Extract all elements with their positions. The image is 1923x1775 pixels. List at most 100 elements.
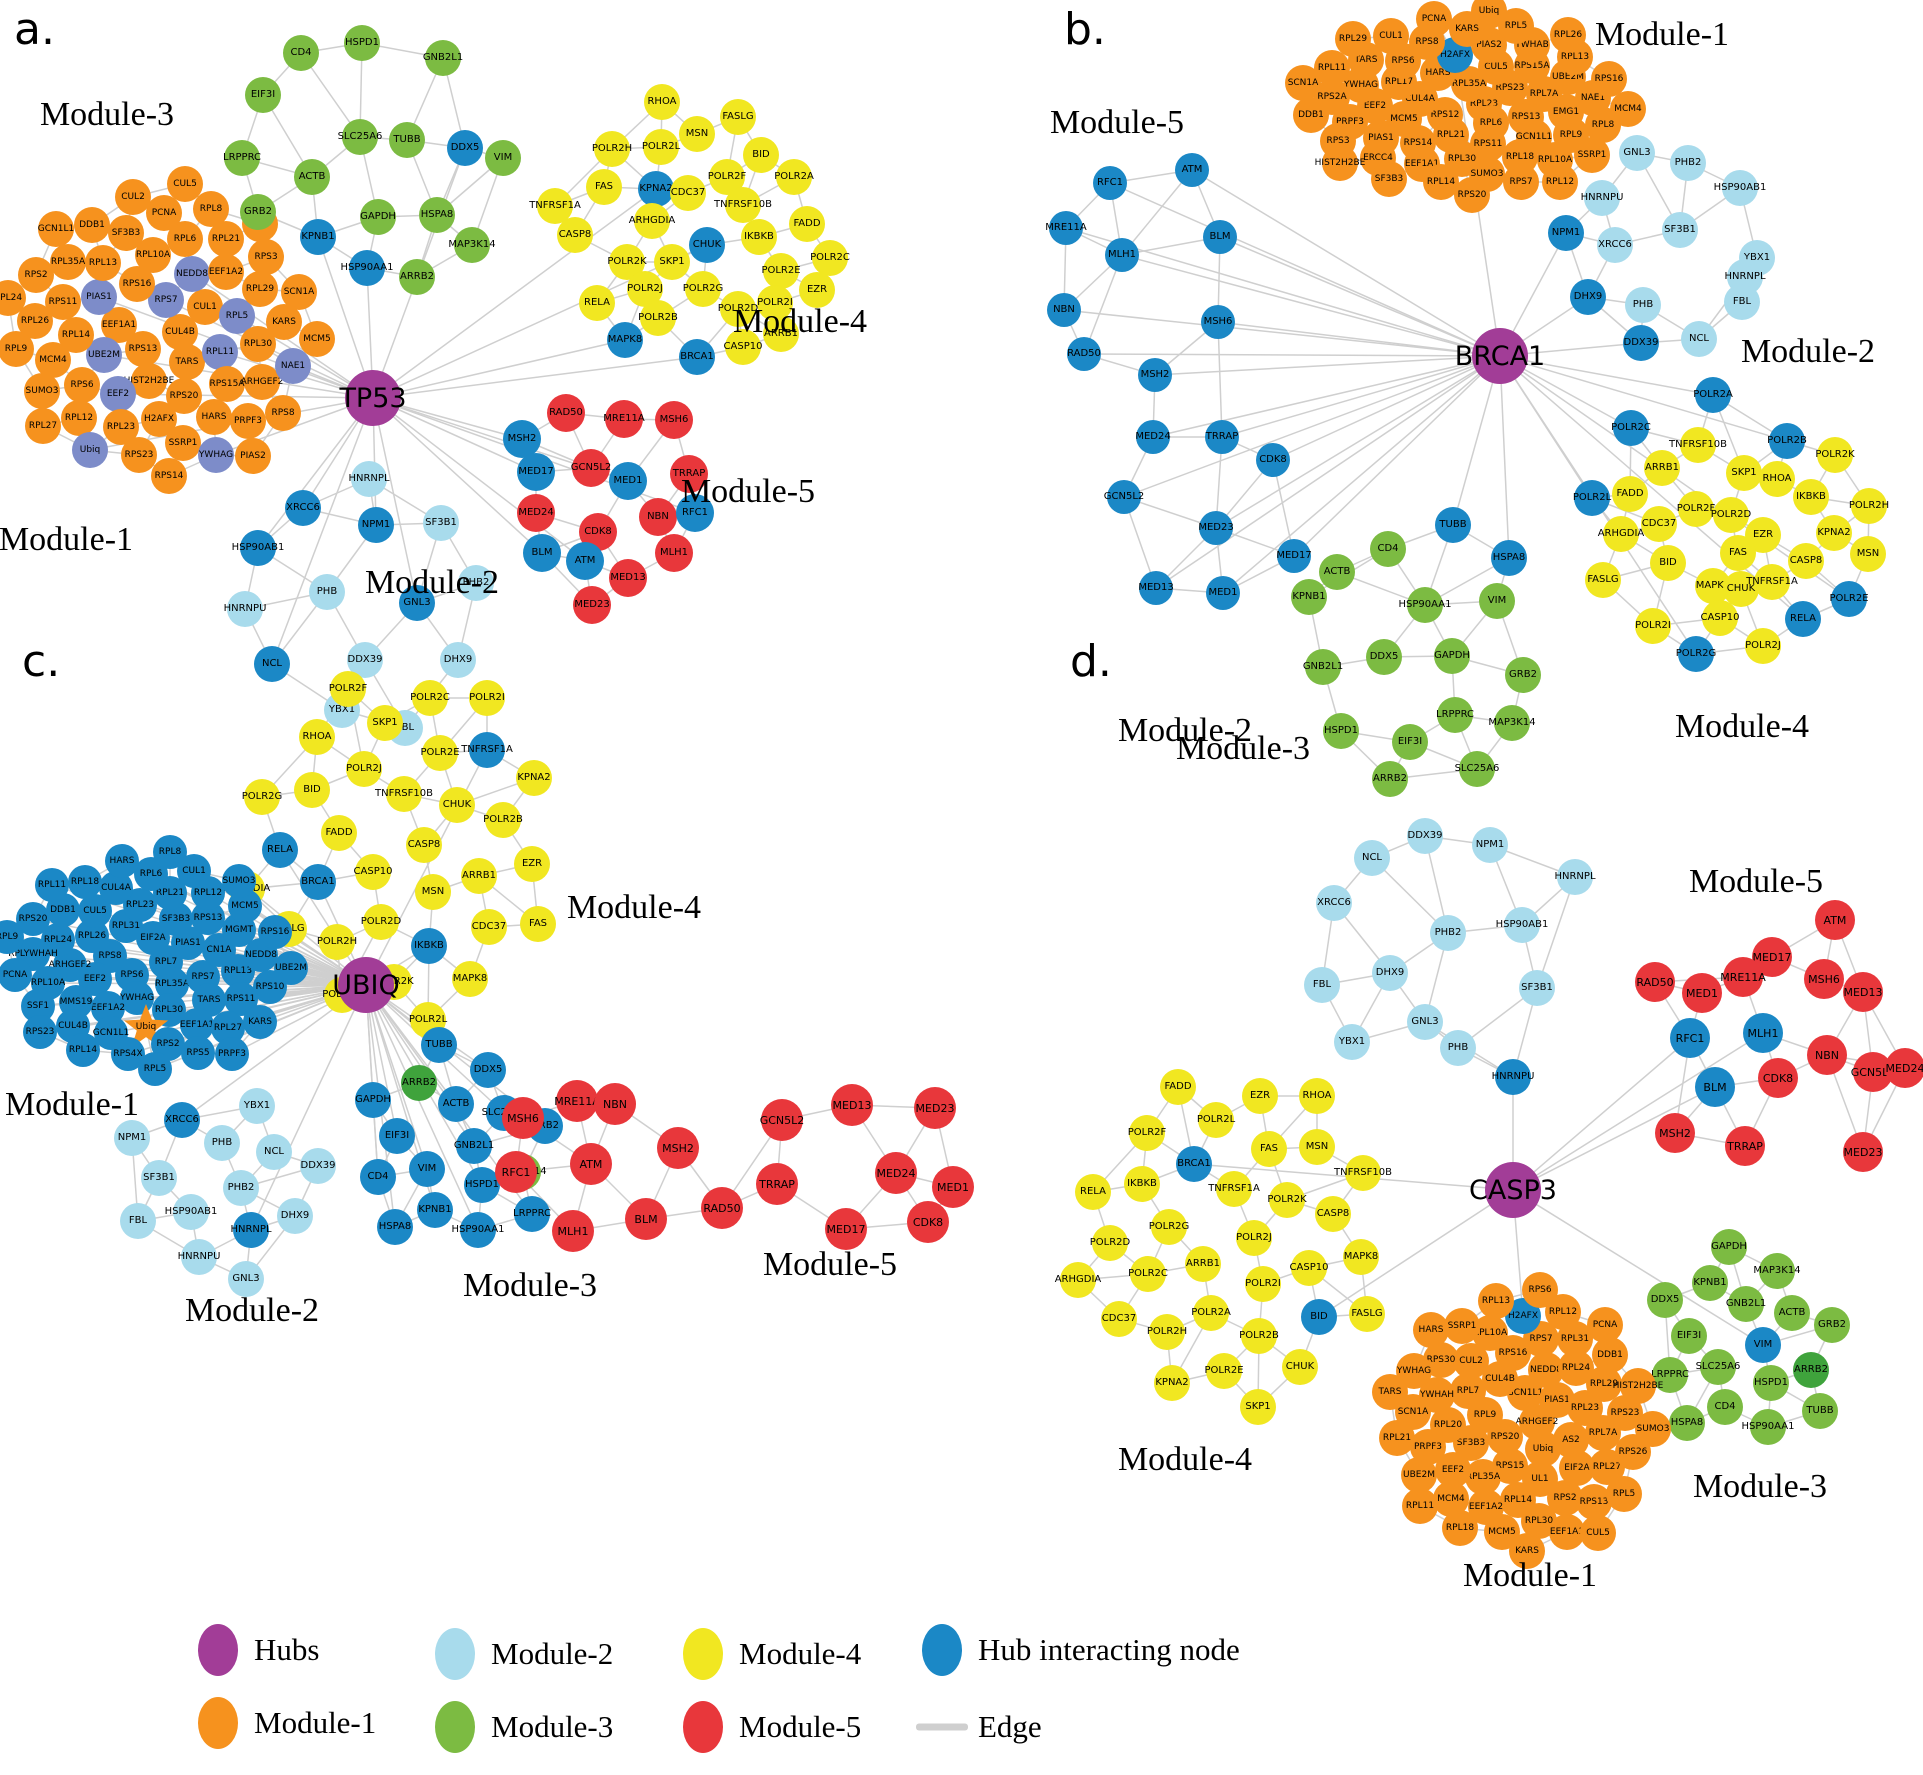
node-gcn5l2[interactable]: GCN5L2 — [571, 449, 611, 487]
node-rfc1[interactable]: RFC1 — [1093, 166, 1127, 200]
node-polr2e[interactable]: POLR2E — [420, 735, 460, 771]
node-hnrnpu[interactable]: HNRNPU — [1581, 180, 1623, 216]
node-polr2i[interactable]: POLR2I — [469, 680, 505, 716]
node-eif3i[interactable]: EIF3I — [1671, 1318, 1707, 1354]
node-hsp90ab1[interactable]: HSP90AB1 — [1496, 907, 1548, 943]
node-bid[interactable]: BID — [1650, 545, 1686, 581]
node-chuk[interactable]: CHUK — [689, 227, 725, 263]
node-dhx9[interactable]: DHX9 — [1372, 955, 1408, 991]
node-prpf3[interactable]: PRPF3 — [215, 1037, 249, 1071]
node-tnfrsf10b[interactable]: TNFRSF10B — [714, 187, 772, 223]
node-polr2g[interactable]: POLR2G — [683, 271, 723, 307]
node-rps16[interactable]: RPS16 — [1591, 61, 1627, 97]
node-ddx39[interactable]: DDX39 — [1407, 818, 1443, 854]
node-lrpprc[interactable]: LRPPRC — [1436, 697, 1474, 733]
node-trrap[interactable]: TRRAP — [670, 455, 708, 493]
node-ezr[interactable]: EZR — [799, 272, 835, 308]
node-msn[interactable]: MSN — [679, 116, 715, 152]
node-polr2h[interactable]: POLR2H — [317, 924, 357, 960]
node-gapdh[interactable]: GAPDH — [1711, 1229, 1747, 1265]
node-eif3i[interactable]: EIF3I — [1392, 724, 1428, 760]
node-cdk8[interactable]: CDK8 — [907, 1201, 949, 1243]
node-hist2h2be[interactable]: HIST2H2BE — [1315, 145, 1365, 181]
node-eif3i[interactable]: EIF3I — [245, 77, 281, 113]
node-pcna[interactable]: PCNA — [0, 958, 32, 992]
node-casp10[interactable]: CASP10 — [1701, 600, 1739, 636]
node-cd4[interactable]: CD4 — [1370, 531, 1406, 567]
node-mre11a[interactable]: MRE11A — [603, 400, 645, 438]
node-polr2c[interactable]: POLR2C — [810, 240, 850, 276]
node-casp10[interactable]: CASP10 — [354, 854, 392, 890]
node-polr2f[interactable]: POLR2F — [1128, 1115, 1166, 1151]
node-mlh1[interactable]: MLH1 — [655, 534, 693, 572]
node-tars[interactable]: TARS — [1372, 1374, 1408, 1410]
node-rpl21[interactable]: RPL21 — [208, 221, 244, 257]
node-polr2d[interactable]: POLR2D — [1090, 1225, 1130, 1261]
node-med1[interactable]: MED1 — [1682, 973, 1722, 1013]
node-hist2h2be[interactable]: HIST2H2BE — [124, 363, 174, 399]
node-slc25a6[interactable]: SLC25A6 — [1455, 751, 1499, 787]
node-mapk8[interactable]: MAPK8 — [1343, 1239, 1379, 1275]
node-ddb1[interactable]: DDB1 — [1592, 1337, 1628, 1373]
node-hspd1[interactable]: HSPD1 — [464, 1167, 500, 1203]
node-hnrnpu[interactable]: HNRNPU — [178, 1239, 220, 1275]
node-lrpprc[interactable]: LRPPRC — [1651, 1357, 1689, 1393]
node-kpnb1[interactable]: KPNB1 — [1291, 579, 1327, 615]
node-eef1a2[interactable]: EEF1A2 — [208, 254, 244, 290]
node-rpl29[interactable]: RPL29 — [242, 271, 278, 307]
node-map3k14[interactable]: MAP3K14 — [1488, 705, 1536, 741]
node-rpl8[interactable]: RPL8 — [153, 835, 187, 869]
node-rhoa[interactable]: RHOA — [299, 719, 335, 755]
node-ikbkb[interactable]: IKBKB — [411, 928, 447, 964]
node-kpna2[interactable]: KPNA2 — [1154, 1365, 1190, 1401]
node-rps16[interactable]: RPS16 — [258, 915, 292, 949]
node-polr2l[interactable]: POLR2L — [1197, 1102, 1235, 1138]
node-ywhag[interactable]: YWHAG — [120, 981, 154, 1015]
node-atm[interactable]: ATM — [570, 1143, 612, 1185]
node-cd4[interactable]: CD4 — [360, 1159, 396, 1195]
node-gnb2l1[interactable]: GNB2L1 — [423, 40, 463, 76]
node-fbl[interactable]: FBL — [1724, 284, 1760, 320]
node-rps4x[interactable]: RPS4X — [111, 1037, 145, 1071]
node-gnl3[interactable]: GNL3 — [1407, 1004, 1443, 1040]
node-skp1[interactable]: SKP1 — [1726, 455, 1762, 491]
node-ssrp1[interactable]: SSRP1 — [165, 425, 201, 461]
node-brca1[interactable]: BRCA1 — [1176, 1146, 1212, 1182]
node-msh6[interactable]: MSH6 — [1804, 959, 1844, 999]
node-polr2g[interactable]: POLR2G — [242, 779, 282, 815]
node-msn[interactable]: MSN — [1299, 1129, 1335, 1165]
node-tnfrsf10b[interactable]: TNFRSF10B — [375, 776, 433, 812]
node-bid[interactable]: BID — [294, 772, 330, 808]
node-polr2a[interactable]: POLR2A — [1191, 1295, 1231, 1331]
node-kpna2[interactable]: KPNA2 — [516, 760, 552, 796]
node-polr2b[interactable]: POLR2B — [483, 802, 523, 838]
node-cul1[interactable]: CUL1 — [1373, 18, 1409, 54]
node-chuk[interactable]: CHUK — [1282, 1349, 1318, 1385]
node-xrcc6[interactable]: XRCC6 — [1316, 885, 1352, 921]
node-ncl[interactable]: NCL — [1354, 840, 1390, 876]
node-ssrp1[interactable]: SSRP1 — [1444, 1308, 1480, 1344]
node-kpnb1[interactable]: KPNB1 — [300, 219, 336, 255]
node-prpf3[interactable]: PRPF3 — [230, 403, 266, 439]
node-cdc37[interactable]: CDC37 — [1641, 506, 1677, 542]
node-tars[interactable]: TARS — [169, 344, 205, 380]
node-skp1[interactable]: SKP1 — [1240, 1389, 1276, 1425]
node-kars[interactable]: KARS — [1509, 1533, 1545, 1569]
node-msh6[interactable]: MSH6 — [655, 401, 693, 439]
node-polr2h[interactable]: POLR2H — [592, 131, 632, 167]
hub-node-ubiq[interactable]: UBIQ — [332, 957, 400, 1013]
node-gnb2l1[interactable]: GNB2L1 — [1726, 1286, 1766, 1322]
node-rps14[interactable]: RPS14 — [151, 458, 187, 494]
node-sf3b1[interactable]: SF3B1 — [141, 1160, 177, 1196]
node-mcm4[interactable]: MCM4 — [1610, 91, 1646, 127]
hub-node-brca1[interactable]: BRCA1 — [1455, 328, 1545, 384]
node-rpl5[interactable]: RPL5 — [1606, 1476, 1642, 1512]
node-atm[interactable]: ATM — [1175, 153, 1209, 187]
node-actb[interactable]: ACTB — [1774, 1295, 1810, 1331]
node-blm[interactable]: BLM — [625, 1198, 667, 1240]
node-eef1a1[interactable]: EEF1A1 — [1549, 1514, 1585, 1550]
node-hars[interactable]: HARS — [196, 399, 232, 435]
node-phb2[interactable]: PHB2 — [1430, 915, 1466, 951]
node-ikbkb[interactable]: IKBKB — [1124, 1166, 1160, 1202]
node-actb[interactable]: ACTB — [294, 159, 330, 195]
